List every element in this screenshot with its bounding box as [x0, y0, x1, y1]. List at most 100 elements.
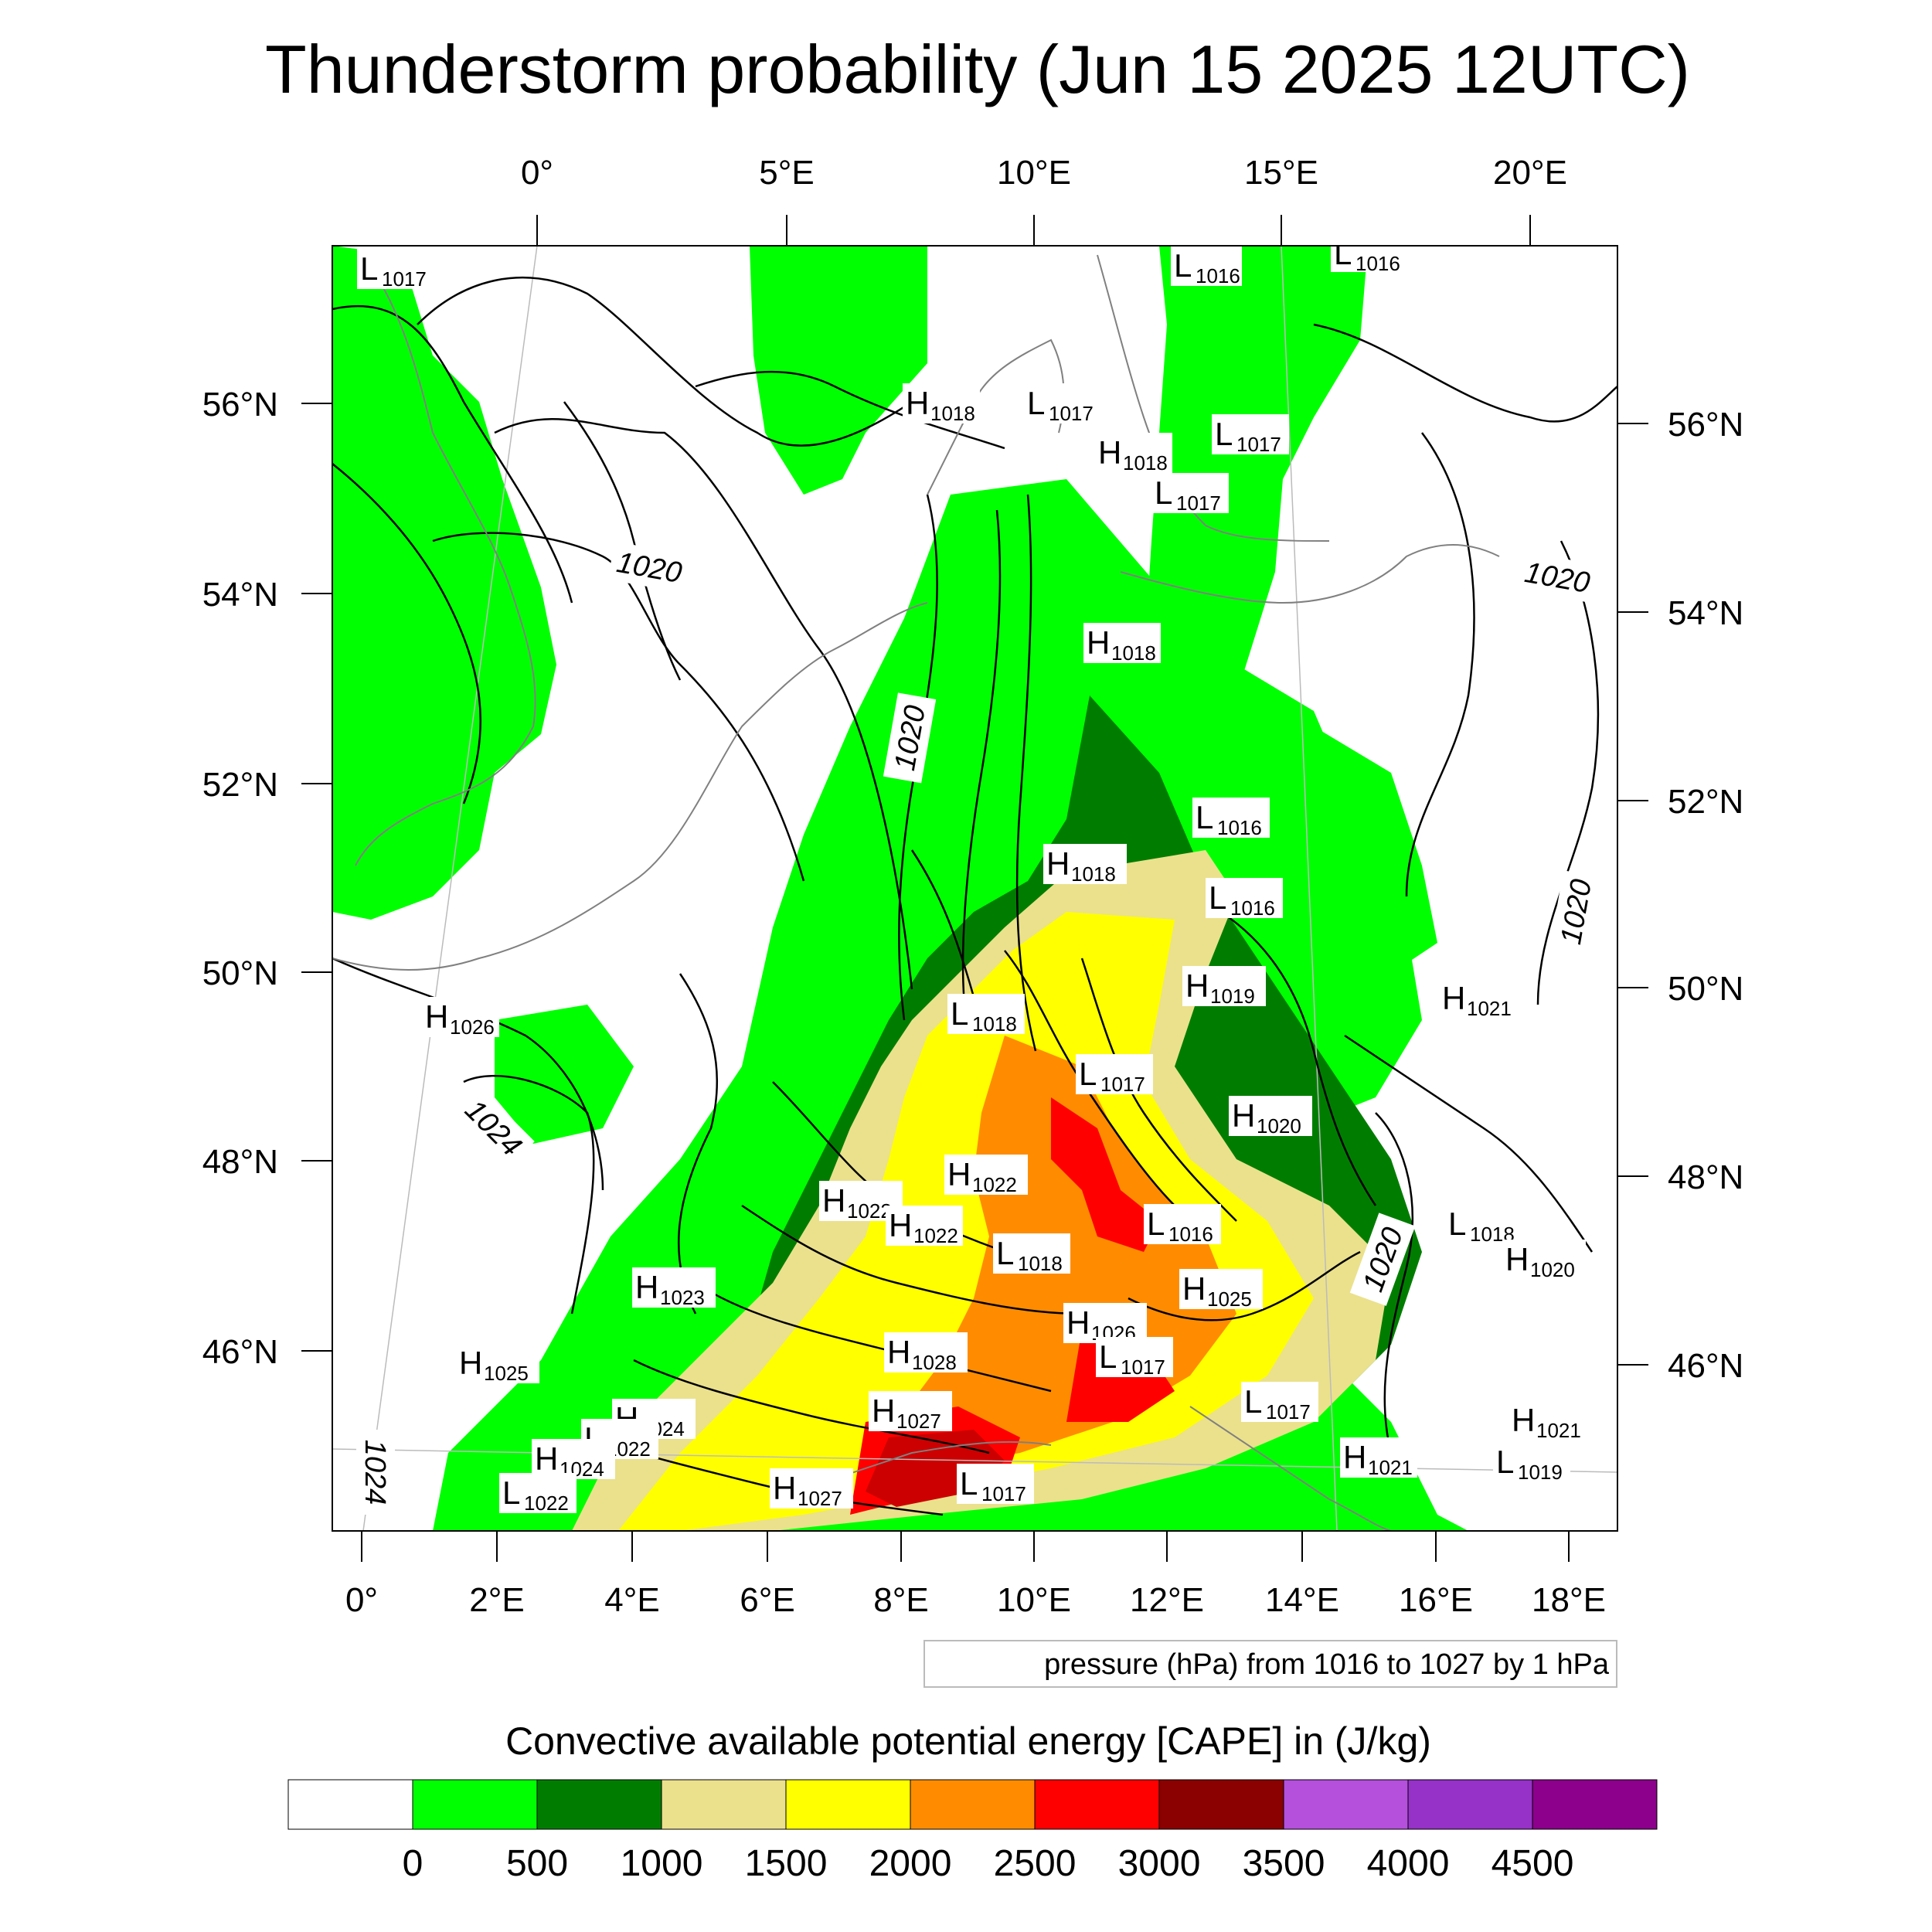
pressure-center[interactable]: L 1017 [957, 1464, 1034, 1505]
pressure-center[interactable]: H 1025 [1179, 1269, 1263, 1311]
pressure-center[interactable]: L 1018 [993, 1233, 1070, 1275]
svg-text:1028: 1028 [912, 1351, 957, 1374]
isobar [898, 494, 938, 1021]
colorbar-swatch [661, 1779, 787, 1830]
pressure-center[interactable]: L 1017 [1024, 383, 1101, 425]
pressure-center[interactable]: H 1020 [1502, 1240, 1586, 1281]
bottom-tick-label: 0° [345, 1581, 378, 1619]
bottom-tick-label: 12°E [1130, 1581, 1204, 1619]
left-tick-label: 56°N [202, 386, 278, 423]
pressure-center[interactable]: L 1017 [1212, 414, 1289, 456]
svg-text:1016: 1016 [1217, 816, 1262, 839]
svg-text:L: L [360, 250, 378, 287]
svg-text:L: L [1496, 1444, 1514, 1480]
svg-text:H: H [535, 1440, 558, 1477]
pressure-center[interactable]: L 1016 [1192, 798, 1270, 839]
colorbar-value-label: 500 [506, 1843, 568, 1884]
isobar [678, 973, 719, 1315]
pressure-center[interactable]: H 1018 [1095, 433, 1172, 474]
pressure-center[interactable]: L 1017 [1241, 1382, 1318, 1423]
pressure-center[interactable]: H 1028 [884, 1332, 968, 1374]
pressure-center[interactable]: H 1018 [1043, 844, 1127, 886]
svg-text:H: H [1512, 1402, 1535, 1438]
pressure-center[interactable]: H 1018 [1083, 623, 1161, 665]
isobar [1375, 1112, 1414, 1454]
pressure-center[interactable]: L 1017 [1076, 1054, 1153, 1096]
right-tick-label: 52°N [1668, 783, 1743, 821]
svg-text:H: H [887, 1334, 910, 1370]
pressure-center[interactable]: L 1017 [1096, 1337, 1173, 1379]
colorbar-swatch [412, 1779, 538, 1830]
pressure-center[interactable]: L 1016 [1331, 235, 1402, 275]
svg-text:1022: 1022 [972, 1173, 1017, 1196]
pressure-center[interactable]: L 1019 [1493, 1442, 1570, 1484]
pressure-center[interactable]: H 1020 [1229, 1096, 1312, 1138]
left-tick-label: 48°N [202, 1143, 278, 1181]
pressure-center[interactable]: H 1027 [770, 1468, 853, 1510]
colorbar-title: Convective available potential energy [C… [505, 1719, 1431, 1763]
chart-title: Thunderstorm probability (Jun 15 2025 12… [265, 31, 1690, 107]
pressure-center[interactable]: H 1027 [869, 1391, 952, 1433]
coastline-baltic [1120, 544, 1500, 604]
svg-text:L: L [1196, 799, 1213, 835]
svg-text:1017: 1017 [981, 1482, 1026, 1505]
pressure-center[interactable]: L 1016 [1171, 246, 1242, 287]
colorbar-swatch [287, 1779, 413, 1830]
pressure-center[interactable]: L 1018 [947, 994, 1025, 1036]
pressure-center[interactable]: H 1019 [1182, 966, 1266, 1008]
svg-text:L: L [1027, 385, 1045, 421]
pressure-center[interactable]: H 1021 [1439, 978, 1516, 1020]
svg-text:H: H [1185, 968, 1209, 1004]
svg-text:1018: 1018 [972, 1012, 1017, 1036]
pressure-center[interactable]: H 1025 [456, 1343, 539, 1385]
colorbar-value-label: 2500 [994, 1843, 1077, 1884]
colorbar-value-label: 4000 [1367, 1843, 1450, 1884]
svg-text:L: L [951, 995, 968, 1032]
isobar [1313, 323, 1617, 423]
svg-text:1026: 1026 [450, 1015, 495, 1039]
svg-text:H: H [1442, 980, 1465, 1016]
coastline-continent [332, 602, 928, 971]
bottom-tick-label: 8°E [873, 1581, 928, 1619]
isobar [741, 1204, 1083, 1315]
pressure-center[interactable]: L 1016 [1206, 878, 1283, 920]
pressure-center[interactable]: H 1021 [1340, 1437, 1417, 1479]
svg-text:1017: 1017 [1100, 1073, 1145, 1096]
pressure-center[interactable]: H 1018 [903, 383, 980, 425]
colorbar-value-label: 2000 [869, 1843, 952, 1884]
svg-text:1016: 1016 [1355, 252, 1400, 275]
svg-text:L: L [1099, 1338, 1117, 1375]
isobar [417, 276, 913, 447]
right-tick-label: 56°N [1668, 406, 1743, 444]
map-area[interactable]: 1020 1020 1020 1020 1024 1024 [332, 235, 1617, 1531]
cape-2500-3000-zone [850, 1097, 1175, 1515]
pressure-center[interactable]: H 1024 [532, 1439, 615, 1481]
right-tick-label: 46°N [1668, 1347, 1743, 1385]
svg-text:L: L [1215, 416, 1233, 452]
svg-text:1017: 1017 [1049, 402, 1094, 425]
svg-text:1024: 1024 [359, 1440, 391, 1505]
svg-text:1017: 1017 [1266, 1400, 1311, 1423]
pressure-center[interactable]: L 1022 [499, 1473, 577, 1515]
pressure-center[interactable]: L 1017 [357, 249, 428, 291]
pressure-center[interactable]: L 1017 [1151, 473, 1229, 515]
pressure-center[interactable]: L 1016 [1144, 1204, 1221, 1246]
meridian-15e [1281, 246, 1338, 1531]
pressure-center[interactable]: H 1022 [886, 1206, 963, 1247]
isobar [1536, 540, 1600, 1005]
pressure-center[interactable]: L 1018 [1445, 1204, 1522, 1246]
pressure-center[interactable]: H 1022 [819, 1181, 903, 1223]
cape-0-500-scandinavia [750, 246, 927, 495]
left-tick-label: 46°N [202, 1333, 278, 1371]
isobar-label-1020-central: 1020 [883, 692, 937, 784]
colorbar-swatch [910, 1779, 1036, 1830]
pressure-center[interactable]: H 1026 [422, 997, 499, 1039]
svg-text:L: L [960, 1465, 978, 1502]
pressure-center[interactable]: H 1021 [1509, 1400, 1586, 1442]
colorbar: 0 500 1000 1500 2000 2500 3000 3500 4000 4500 [287, 1779, 1658, 1884]
isobar [1220, 910, 1377, 1206]
pressure-center[interactable]: H 1022 [944, 1155, 1028, 1196]
svg-text:L: L [1155, 474, 1172, 511]
pressure-center[interactable]: H 1023 [632, 1267, 716, 1309]
svg-text:H: H [1182, 1270, 1206, 1307]
